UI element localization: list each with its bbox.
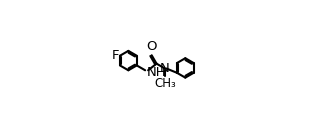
Text: F: F <box>111 49 119 62</box>
Text: O: O <box>146 40 156 53</box>
Text: NH: NH <box>147 66 166 79</box>
Text: N: N <box>160 62 170 75</box>
Text: CH₃: CH₃ <box>154 77 176 90</box>
